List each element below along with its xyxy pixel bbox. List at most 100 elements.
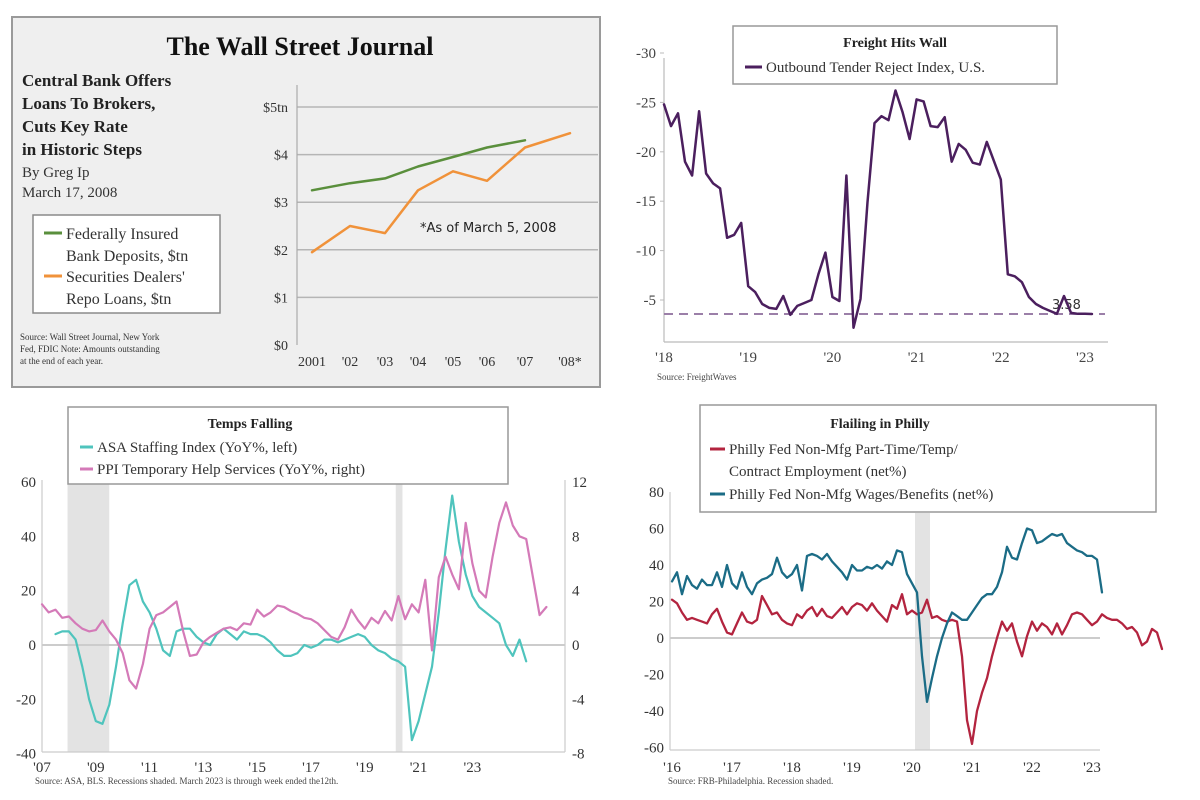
temps-left-tick-label: -40 [16, 747, 36, 763]
wsj-legend-label: Repo Loans, $tn [66, 291, 171, 308]
wsj-x-tick-label: '05 [445, 355, 462, 370]
freight-x-tick-label: '21 [908, 350, 926, 366]
temps-right-tick-label: 4 [572, 584, 580, 600]
wsj-x-tick-label: '08* [558, 355, 582, 370]
temps-right-tick-label: 0 [572, 638, 580, 654]
philly-legend-label: Philly Fed Non-Mfg Wages/Benefits (net%) [729, 487, 993, 503]
wsj-x-tick-label: '02 [342, 355, 359, 370]
philly-x-tick-label: '18 [783, 760, 801, 776]
temps-line-asa [54, 494, 528, 742]
wsj-gridlines [297, 106, 598, 299]
temps-legend-label: PPI Temporary Help Services (YoY%, right… [97, 462, 365, 478]
temps-right-tick-label: 12 [572, 475, 587, 491]
philly-line-wages [670, 527, 1104, 704]
wsj-line-repo [310, 131, 572, 254]
wsj-series [310, 131, 572, 254]
philly-y-tick-label: 80 [649, 485, 664, 501]
wsj-y-tick-labels: $0 $1 $2 $3 $4 $5tn [263, 101, 288, 354]
temps-recession-band [67, 483, 110, 752]
freight-y-tick-label: -30 [636, 46, 656, 62]
freight-source: Source: FreightWaves [657, 372, 737, 382]
philly-legend-label: Philly Fed Non-Mfg Part-Time/Temp/ [729, 442, 959, 458]
wsj-panel: The Wall Street Journal Central Bank Off… [11, 16, 601, 388]
temps-x-tick-label: '17 [302, 760, 320, 776]
temps-right-tick-label: -8 [572, 747, 585, 763]
philly-y-tick-label: 20 [649, 595, 664, 611]
wsj-legend-label: Securities Dealers' [66, 269, 185, 286]
wsj-y-tick-label: $3 [274, 196, 288, 211]
wsj-legend: Federally Insured Bank Deposits, $tn Sec… [32, 214, 221, 314]
temps-x-tick-label: '23 [464, 760, 482, 776]
temps-right-tick-label: -4 [572, 692, 585, 708]
temps-series [40, 494, 548, 742]
freight-x-tick-label: '22 [992, 350, 1010, 366]
wsj-dateline: March 17, 2008 [22, 185, 117, 201]
philly-legend-label: Contract Employment (net%) [729, 464, 906, 480]
philly-x-tick-label: '17 [723, 760, 741, 776]
philly-y-tick-label: -20 [644, 668, 664, 684]
wsj-x-tick-label: '06 [479, 355, 496, 370]
freight-legend-label: Outbound Tender Reject Index, U.S. [766, 60, 985, 76]
temps-right-tick-labels: 12 8 4 0 -4 -8 [572, 475, 587, 763]
freight-line-tender-reject [662, 89, 1094, 329]
philly-recession-shading [915, 513, 930, 750]
wsj-x-tick-label: '03 [377, 355, 394, 370]
freight-title: Freight Hits Wall [843, 36, 947, 51]
temps-left-tick-label: 40 [21, 529, 36, 545]
wsj-headline-line: Central Bank Offers [22, 71, 172, 90]
philly-y-tick-label: 0 [657, 631, 665, 647]
temps-legend-label: ASA Staffing Index (YoY%, left) [97, 440, 297, 456]
temps-x-tick-labels: '07 '09 '11 '13 '15 '17 '19 '21 '23 [33, 760, 481, 776]
freight-x-tick-label: '20 [824, 350, 842, 366]
freight-y-tick-label: -20 [636, 145, 656, 161]
wsj-source-line: at the end of each year. [20, 356, 103, 366]
philly-y-tick-labels: 80 60 40 20 0 -20 -40 -60 [644, 485, 664, 757]
freight-x-tick-labels: '18 '19 '20 '21 '22 '23 [655, 350, 1094, 366]
philly-legend-box [699, 404, 1157, 513]
temps-x-tick-label: '21 [410, 760, 428, 776]
freight-x-tick-label: '18 [655, 350, 673, 366]
freight-legend-box [732, 25, 1058, 85]
philly-y-tick-label: 40 [649, 558, 664, 574]
philly-x-tick-label: '20 [903, 760, 921, 776]
philly-x-tick-labels: '16 '17 '18 '19 '20 '21 '22 '23 [663, 760, 1101, 776]
philly-x-tick-label: '16 [663, 760, 681, 776]
temps-x-tick-label: '13 [195, 760, 213, 776]
philly-y-tick-label: -60 [644, 741, 664, 757]
wsj-line-deposits [310, 139, 527, 192]
freight-legend: Freight Hits Wall Outbound Tender Reject… [732, 25, 1058, 85]
philly-panel: 80 60 40 20 0 -20 -40 -60 '16 '17 '18 '19 '20 '21 '22… [644, 404, 1164, 786]
philly-source: Source: FRB-Philadelphia. Recession shad… [668, 776, 833, 786]
wsj-x-tick-label: '07 [517, 355, 534, 370]
wsj-annotation: *As of March 5, 2008 [420, 221, 556, 236]
philly-title: Flailing in Philly [830, 417, 930, 432]
wsj-headline-line: in Historic Steps [22, 140, 142, 159]
philly-line-temp-employment [670, 593, 1164, 746]
temps-x-tick-label: '11 [141, 760, 158, 776]
temps-x-tick-label: '19 [356, 760, 374, 776]
philly-x-tick-label: '21 [963, 760, 981, 776]
wsj-headline-line: Cuts Key Rate [22, 117, 128, 136]
philly-y-tick-label: -40 [644, 704, 664, 720]
temps-left-tick-label: 20 [21, 584, 36, 600]
wsj-legend-label: Bank Deposits, $tn [66, 248, 188, 265]
freight-y-tick-labels: -30 -25 -20 -15 -10 -5 [636, 46, 664, 309]
freight-panel: -30-25-20-15-10-5 '18'19'20'21'22'23 3.5… [636, 25, 1108, 382]
philly-recession-band [915, 513, 930, 750]
wsj-legend-label: Federally Insured [66, 226, 178, 243]
temps-x-tick-label: '09 [87, 760, 105, 776]
wsj-y-tick-label: $4 [274, 149, 288, 164]
freight-y-tick-label: -10 [636, 244, 656, 260]
wsj-y-tick-label: $1 [274, 291, 288, 306]
wsj-y-tick-label: $5tn [263, 101, 288, 116]
wsj-x-tick-label: '04 [410, 355, 427, 370]
wsj-masthead: The Wall Street Journal [167, 32, 434, 61]
temps-left-tick-label: 0 [29, 638, 37, 654]
temps-legend: Temps Falling ASA Staffing Index (YoY%, … [67, 406, 509, 485]
freight-y-tick-label: -25 [636, 95, 656, 111]
freight-x-tick-label: '19 [739, 350, 757, 366]
philly-legend: Flailing in Philly Philly Fed Non-Mfg Pa… [699, 404, 1157, 513]
temps-line-ppi [40, 501, 548, 690]
